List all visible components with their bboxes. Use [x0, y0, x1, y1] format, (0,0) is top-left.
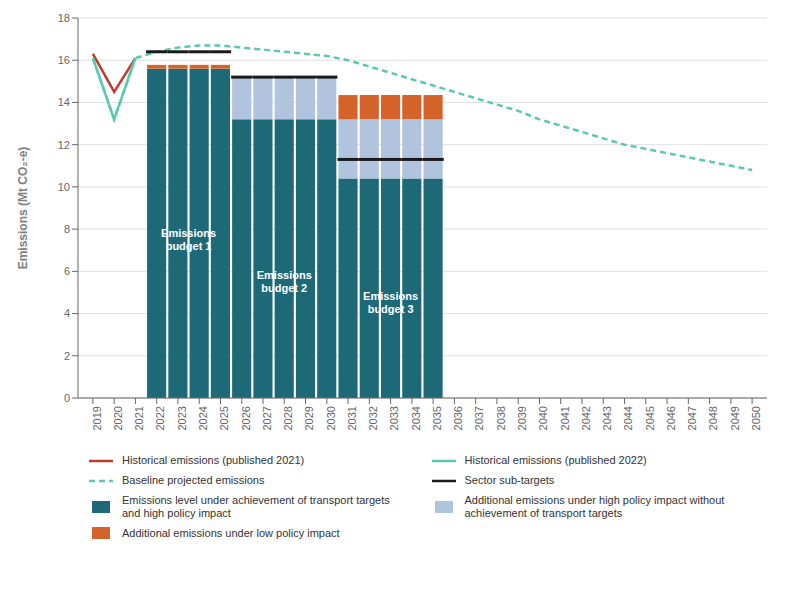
svg-text:2023: 2023 [176, 406, 188, 430]
svg-text:0: 0 [64, 392, 70, 404]
svg-text:2024: 2024 [197, 406, 209, 430]
svg-text:2036: 2036 [452, 406, 464, 430]
html-text:Additional emissions under hig: Additional emissions under high policy i… [464, 494, 725, 520]
svg-text:2044: 2044 [622, 406, 634, 430]
svg-text:2043: 2043 [601, 406, 613, 430]
svg-text:2033: 2033 [388, 406, 400, 430]
svg-text:2020: 2020 [112, 406, 124, 430]
svg-text:2029: 2029 [303, 406, 315, 430]
svg-text:2028: 2028 [282, 406, 294, 430]
svg-text:2037: 2037 [473, 406, 485, 430]
svg-text:18: 18 [58, 12, 70, 24]
svg-text:8: 8 [64, 223, 70, 235]
svg-text:2047: 2047 [686, 406, 698, 430]
html-text:Emissions level under achievem: Emissions level under achievement of tra… [122, 494, 390, 520]
html-text:Historical emissions (publishe: Historical emissions (published 2022) [464, 454, 647, 467]
svg-text:2046: 2046 [665, 406, 677, 430]
svg-text:2030: 2030 [325, 406, 337, 430]
svg-text:2049: 2049 [729, 406, 741, 430]
svg-text:14: 14 [58, 96, 70, 108]
svg-text:2045: 2045 [644, 406, 656, 430]
svg-text:Emissionsbudget 3: Emissionsbudget 3 [363, 290, 418, 315]
svg-text:6: 6 [64, 265, 70, 277]
svg-text:Emissions (Mt CO₂-e): Emissions (Mt CO₂-e) [16, 147, 30, 270]
svg-text:2031: 2031 [346, 406, 358, 430]
svg-text:2040: 2040 [537, 406, 549, 430]
svg-text:2034: 2034 [410, 406, 422, 430]
svg-text:2025: 2025 [218, 406, 230, 430]
svg-text:2038: 2038 [495, 406, 507, 430]
svg-text:2035: 2035 [431, 406, 443, 430]
svg-text:2022: 2022 [154, 406, 166, 430]
svg-text:10: 10 [58, 181, 70, 193]
svg-text:Emissionsbudget 1: Emissionsbudget 1 [161, 227, 216, 252]
svg-text:2041: 2041 [559, 406, 571, 430]
html-text:Baseline projected emissions: Baseline projected emissions [122, 474, 265, 487]
svg-text:2042: 2042 [580, 406, 592, 430]
html-text:Historical emissions (publishe: Historical emissions (published 2021) [122, 454, 305, 467]
svg-text:4: 4 [64, 307, 70, 319]
svg-text:2048: 2048 [707, 406, 719, 430]
svg-text:16: 16 [58, 54, 70, 66]
svg-text:2050: 2050 [750, 406, 762, 430]
html-text:Additional emissions under low: Additional emissions under low policy im… [122, 526, 340, 539]
html-text:Sector sub-targets: Sector sub-targets [464, 474, 555, 487]
svg-text:2039: 2039 [516, 406, 528, 430]
svg-text:12: 12 [58, 139, 70, 151]
svg-text:2027: 2027 [261, 406, 273, 430]
svg-text:2026: 2026 [240, 406, 252, 430]
svg-text:2: 2 [64, 350, 70, 362]
svg-text:2019: 2019 [91, 406, 103, 430]
svg-text:2021: 2021 [133, 406, 145, 430]
svg-text:2032: 2032 [367, 406, 379, 430]
svg-text:Emissionsbudget 2: Emissionsbudget 2 [257, 269, 312, 294]
